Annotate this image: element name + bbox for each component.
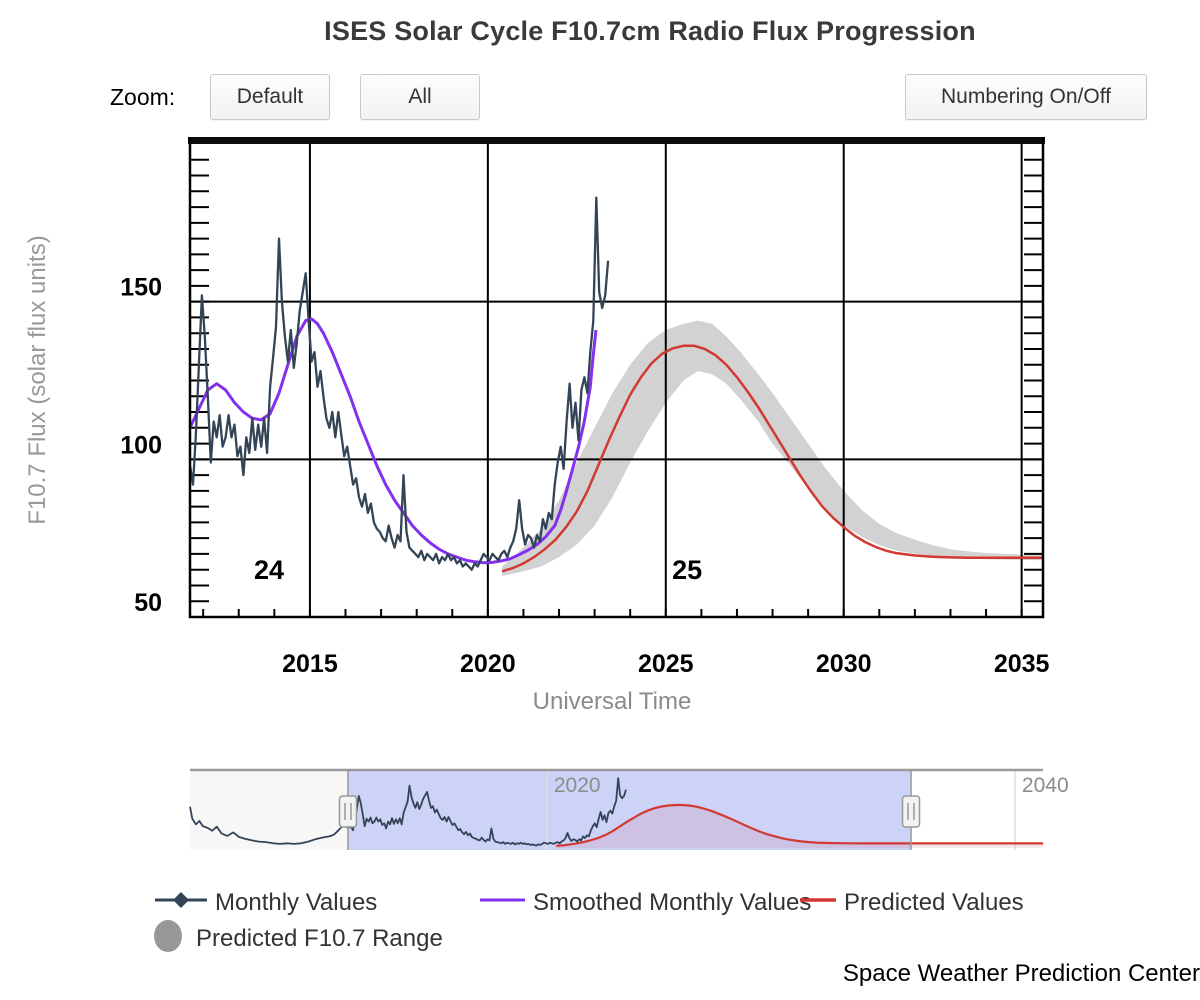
- x-axis-title: Universal Time: [532, 688, 692, 715]
- y-axis-title: F10.7 Flux (solar flux units): [24, 235, 51, 525]
- plot-top-border: [188, 137, 1045, 144]
- x-tick-label: 2025: [638, 650, 694, 678]
- cycle-25-label: 25: [672, 555, 703, 586]
- series-predicted-values: [501, 344, 1043, 573]
- legend-label-predicted-range: Predicted F10.7 Range: [196, 925, 443, 952]
- legend-label-predicted-values: Predicted Values: [844, 889, 1024, 916]
- y-tick-label: 50: [134, 589, 162, 617]
- legend-item-predicted-values[interactable]: Predicted Values: [800, 889, 1024, 917]
- y-tick-label: 100: [120, 431, 162, 459]
- zoom-default-button[interactable]: Default: [210, 74, 330, 120]
- x-tick-label: 2030: [816, 650, 872, 678]
- legend-item-smoothed-values[interactable]: Smoothed Monthly Values: [480, 889, 811, 917]
- page-title: ISES Solar Cycle F10.7cm Radio Flux Prog…: [324, 16, 976, 46]
- zoom-all-button[interactable]: All: [360, 74, 480, 120]
- x-tick-label: 2035: [994, 650, 1050, 678]
- monthly-values-marker-icon: [155, 889, 207, 918]
- navigator-right-handle[interactable]: [901, 795, 921, 828]
- navigator-predicted-area: [556, 805, 1043, 848]
- navigator-axis-label: 2040: [1022, 774, 1069, 797]
- navigator-predicted-line: [556, 803, 1043, 847]
- x-tick-label: 2020: [460, 650, 516, 678]
- legend-item-predicted-range[interactable]: Predicted F10.7 Range: [152, 919, 443, 953]
- legend-label-smoothed-values: Smoothed Monthly Values: [533, 889, 812, 916]
- numbering-toggle-button[interactable]: Numbering On/Off: [905, 74, 1147, 120]
- navigator-left-area: [190, 770, 348, 850]
- navigator-axis-label: 2020: [554, 774, 601, 797]
- predicted-range-marker-icon: [152, 918, 188, 961]
- cycle-24-label: 24: [253, 555, 285, 586]
- navigator-right-area: [911, 770, 1043, 850]
- zoom-label: Zoom:: [110, 84, 176, 110]
- smoothed-values-marker-icon: [480, 889, 525, 918]
- series-monthly-values: [188, 196, 610, 571]
- predicted-values-marker-icon: [800, 889, 836, 918]
- navigator-left-handle[interactable]: [338, 795, 358, 828]
- credit-text: Space Weather Prediction Center: [842, 960, 1200, 987]
- predicted-range-band: [502, 320, 1043, 576]
- navigator-selection-mask[interactable]: [347, 770, 912, 850]
- x-tick-label: 2015: [282, 650, 338, 678]
- legend-label-monthly-values: Monthly Values: [215, 889, 378, 916]
- legend-item-monthly-values[interactable]: Monthly Values: [155, 889, 377, 917]
- y-tick-label: 150: [120, 274, 162, 302]
